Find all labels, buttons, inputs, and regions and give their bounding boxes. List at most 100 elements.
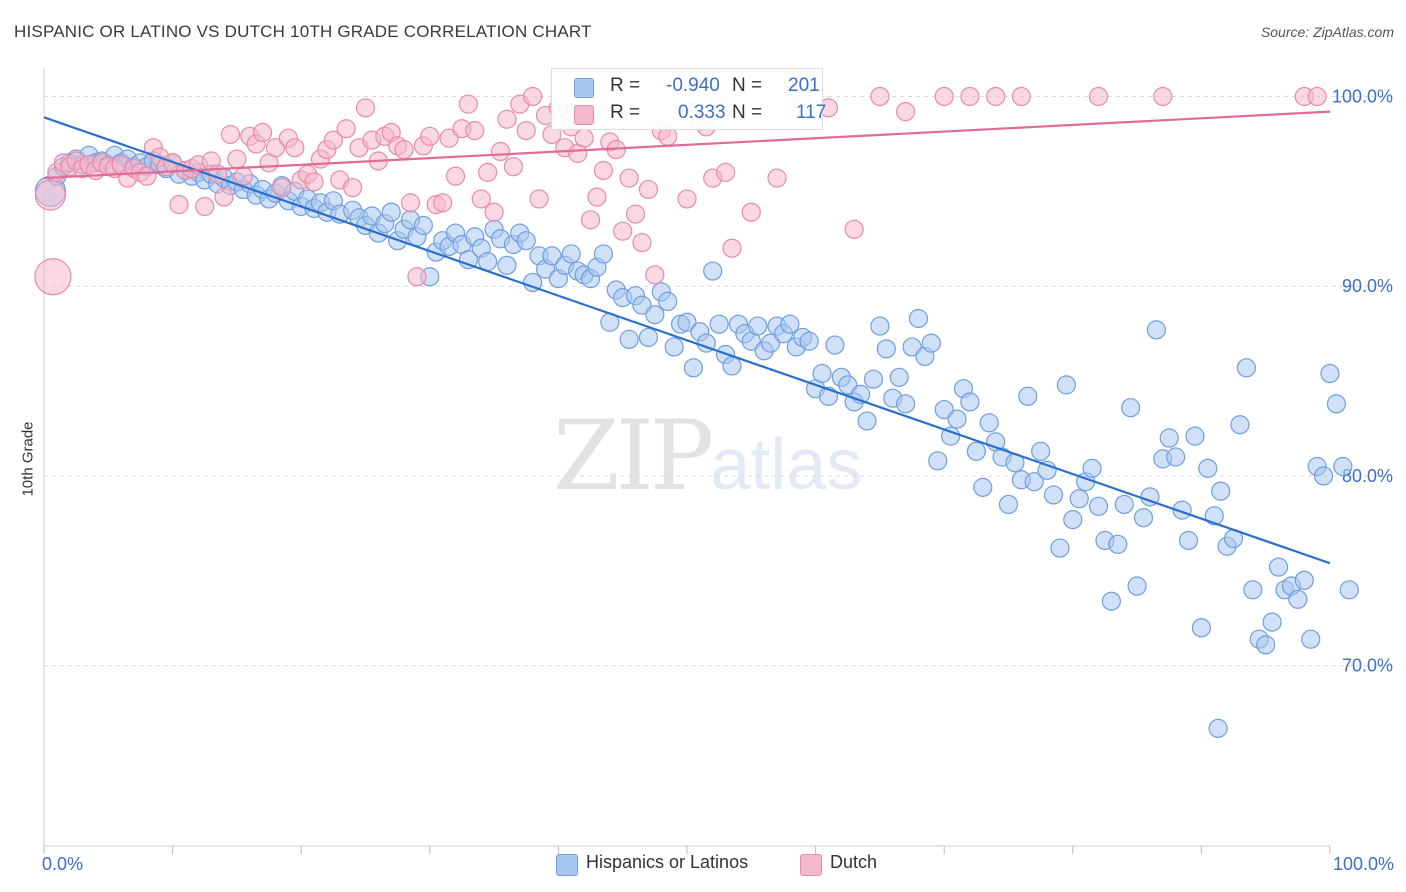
legend-swatch-dutch [574, 105, 594, 125]
data-point-hispanic [1024, 472, 1044, 492]
series-hispanic [34, 145, 1359, 738]
data-point-hispanic [1069, 489, 1089, 509]
n-value: 201 [788, 75, 820, 96]
n-label: N = [732, 75, 763, 96]
r-label: R = [610, 75, 641, 96]
data-point-hispanic [1159, 428, 1179, 448]
data-point-dutch [420, 126, 440, 146]
data-point-hispanic [1018, 386, 1038, 406]
data-point-dutch [844, 219, 864, 239]
data-point-dutch [214, 187, 234, 207]
data-point-hispanic [1185, 426, 1205, 446]
data-point-hispanic [1208, 718, 1228, 738]
data-point-hispanic [947, 409, 967, 429]
data-point-dutch [272, 177, 292, 198]
data-point-dutch [497, 109, 517, 129]
data-point-dutch [439, 128, 459, 148]
legend-label-hispanic: Hispanics or Latinos [586, 852, 749, 872]
data-point-dutch [227, 149, 247, 169]
data-point-dutch [613, 221, 633, 241]
data-point-dutch [503, 157, 523, 177]
data-point-hispanic [780, 314, 800, 334]
data-point-dutch [960, 86, 980, 107]
data-point-hispanic [1133, 508, 1154, 528]
data-point-dutch [896, 102, 916, 122]
r-value: -0.940 [666, 75, 720, 96]
data-point-hispanic [709, 314, 729, 334]
data-point-dutch [304, 172, 324, 192]
data-point-hispanic [902, 337, 922, 357]
data-point-hispanic [1082, 458, 1102, 478]
data-point-hispanic [1108, 534, 1128, 554]
data-point-hispanic [838, 375, 858, 395]
data-point-hispanic [542, 246, 562, 266]
data-point-hispanic [966, 441, 986, 461]
data-point-dutch [253, 122, 273, 143]
x-tick-label: 100.0% [1333, 854, 1394, 874]
data-point-hispanic [1043, 485, 1064, 505]
data-point-hispanic [825, 335, 845, 355]
data-point-hispanic [921, 333, 941, 353]
data-point-hispanic [664, 337, 684, 357]
data-point-hispanic [458, 250, 478, 270]
data-point-hispanic [998, 494, 1019, 515]
data-point-hispanic [908, 308, 929, 329]
watermark-zip: ZIP [553, 400, 714, 512]
data-point-dutch [484, 202, 504, 222]
data-point-hispanic [1256, 635, 1276, 655]
data-point-dutch [458, 94, 478, 114]
data-point-hispanic [973, 477, 993, 497]
data-point-dutch [523, 86, 543, 107]
data-point-hispanic [677, 312, 697, 332]
legend-swatch-dutch [800, 854, 822, 876]
data-point-dutch [343, 177, 363, 198]
data-point-dutch [934, 86, 954, 107]
data-point-hispanic [722, 356, 742, 376]
data-point-hispanic [1198, 458, 1218, 478]
data-point-hispanic [1236, 358, 1257, 378]
x-tick-label: 0.0% [42, 854, 83, 874]
legend-swatch-hispanic [574, 78, 594, 98]
data-point-hispanic [1268, 557, 1289, 577]
data-point-hispanic [1294, 570, 1314, 590]
data-point-dutch [433, 193, 453, 213]
data-point-dutch [658, 126, 678, 146]
data-point-hispanic [1146, 320, 1166, 340]
data-point-dutch [34, 258, 72, 296]
series-dutch [34, 86, 1327, 296]
data-point-hispanic [1204, 506, 1224, 526]
data-point-hispanic [1050, 538, 1070, 558]
data-point-hispanic [1101, 591, 1121, 611]
source-label: Source: ZipAtlas.com [1260, 24, 1394, 40]
data-point-hispanic [960, 392, 980, 412]
data-point-hispanic [1063, 510, 1083, 530]
data-point-hispanic [928, 451, 948, 471]
data-point-dutch [986, 86, 1006, 107]
n-label: N = [732, 102, 763, 123]
data-point-dutch [265, 138, 286, 158]
data-point-dutch [1088, 86, 1109, 107]
y-tick-label: 90.0% [1342, 276, 1393, 296]
data-point-hispanic [934, 399, 954, 420]
data-point-dutch [870, 86, 890, 107]
data-point-hispanic [619, 329, 639, 349]
data-point-dutch [638, 179, 659, 200]
data-point-hispanic [703, 261, 723, 281]
data-point-dutch [1153, 86, 1173, 107]
data-point-hispanic [1243, 580, 1263, 600]
data-point-dutch [490, 141, 511, 162]
data-point-dutch [619, 168, 639, 188]
data-point-hispanic [979, 413, 999, 433]
watermark: ZIPatlas [553, 400, 862, 512]
data-point-dutch [593, 160, 614, 181]
data-point-hispanic [1191, 618, 1212, 638]
data-point-dutch [715, 162, 736, 182]
data-point-dutch [137, 166, 157, 186]
data-point-dutch [233, 166, 253, 186]
data-point-hispanic [1178, 530, 1199, 551]
data-point-dutch [195, 196, 215, 217]
data-point-hispanic [748, 316, 768, 336]
data-point-hispanic [645, 305, 665, 325]
data-point-hispanic [889, 367, 909, 387]
data-point-hispanic [941, 426, 961, 446]
